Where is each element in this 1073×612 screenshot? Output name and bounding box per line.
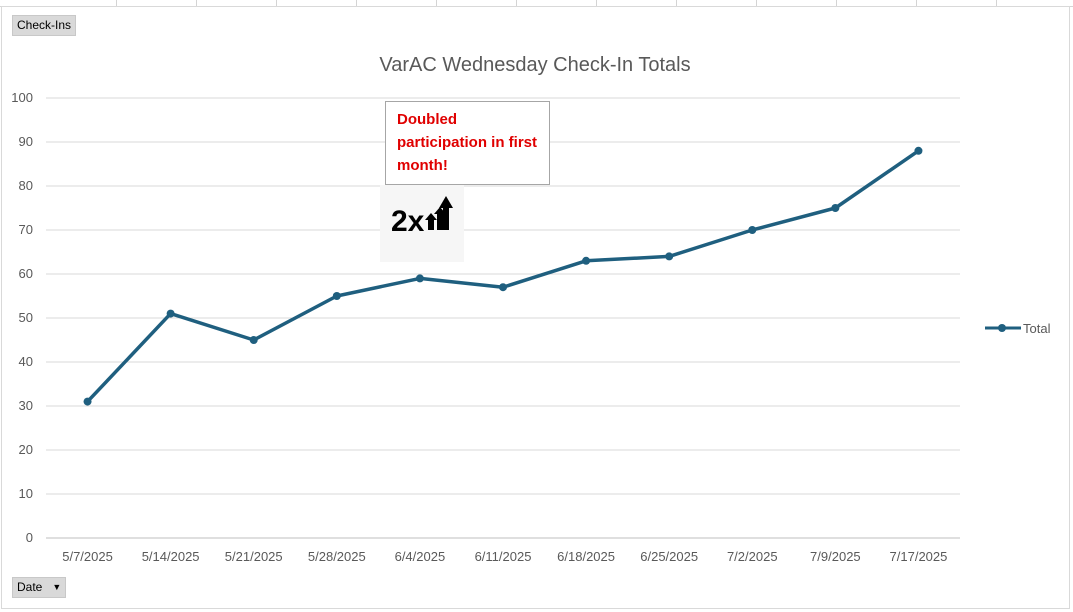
data-point[interactable]: [831, 204, 840, 212]
x-tick-label: 6/11/2025: [475, 549, 532, 564]
date-field-label: Date: [17, 580, 43, 594]
x-tick-label: 5/7/2025: [62, 549, 113, 564]
data-point[interactable]: [83, 397, 92, 406]
y-tick-label: 80: [19, 178, 33, 193]
y-tick-label: 0: [26, 530, 33, 545]
data-point[interactable]: [499, 283, 507, 292]
y-tick-label: 20: [19, 442, 33, 457]
chart-title: VarAC Wednesday Check-In Totals: [379, 54, 690, 76]
annotation-textbox[interactable]: Doubled participation in first month!: [385, 101, 550, 185]
y-tick-label: 100: [11, 90, 33, 105]
y-tick-label: 30: [19, 398, 33, 413]
x-tick-label: 7/2/2025: [727, 549, 778, 564]
x-tick-label: 5/14/2025: [142, 549, 200, 564]
data-point[interactable]: [415, 274, 424, 283]
x-tick-label: 6/4/2025: [395, 549, 446, 564]
x-tick-label: 6/18/2025: [557, 549, 615, 564]
legend-label: Total: [1023, 320, 1051, 336]
data-point[interactable]: [332, 292, 341, 300]
y-tick-label: 60: [19, 266, 33, 281]
x-tick-label: 5/28/2025: [308, 549, 366, 564]
y-tick-label: 70: [19, 222, 33, 237]
legend[interactable]: Total: [985, 319, 1050, 337]
data-point[interactable]: [665, 252, 674, 261]
annotation-text: Doubled participation in first month!: [397, 111, 538, 174]
2x-growth-arrows-icon[interactable]: 2x: [380, 185, 464, 262]
data-point[interactable]: [166, 309, 175, 318]
values-field-label: Check-Ins: [17, 18, 72, 32]
series-line-total[interactable]: [86, 149, 920, 403]
data-point[interactable]: [748, 226, 757, 234]
y-tick-label: 40: [19, 354, 33, 369]
svg-text:2x: 2x: [391, 205, 425, 238]
x-tick-label: 7/9/2025: [810, 549, 861, 564]
y-tick-label: 90: [19, 134, 33, 149]
values-field-button[interactable]: Check-Ins: [12, 15, 77, 36]
y-tick-label: 10: [19, 486, 33, 501]
data-point[interactable]: [249, 336, 258, 344]
x-tick-label: 7/17/2025: [890, 549, 948, 564]
y-tick-label: 50: [19, 310, 33, 325]
date-field-filter-button[interactable]: Date ▼: [12, 577, 67, 598]
dropdown-arrow-icon[interactable]: ▼: [52, 582, 62, 592]
x-tick-label: 6/25/2025: [640, 549, 698, 564]
data-point[interactable]: [582, 256, 591, 265]
data-point[interactable]: [914, 146, 923, 155]
x-tick-label: 5/21/2025: [225, 549, 283, 564]
legend-line-marker: [985, 324, 1021, 332]
